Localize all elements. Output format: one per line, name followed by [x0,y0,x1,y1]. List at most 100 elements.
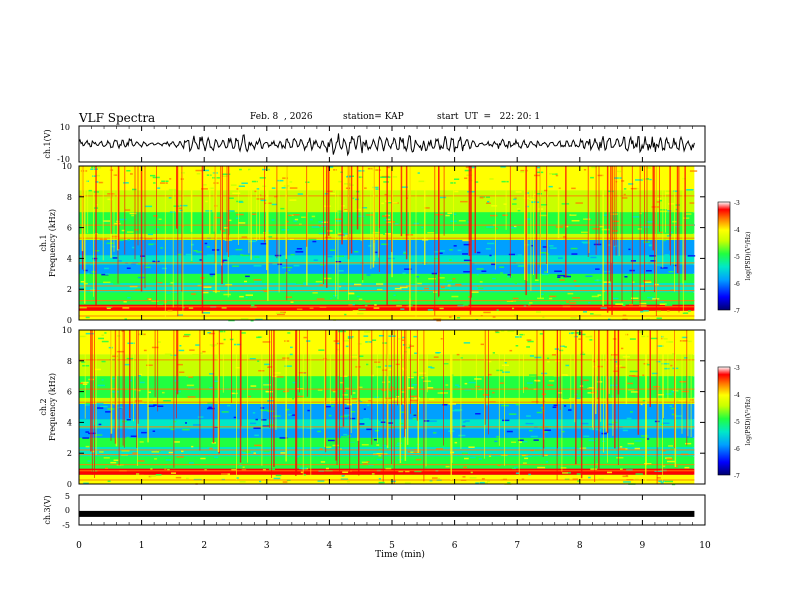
spec-speckle [242,450,251,452]
xtick-label: 0 [76,541,82,551]
spec-speckle [225,283,233,286]
spec-speckle [518,238,523,240]
spec-speckle [539,333,544,335]
spec-speckle [536,311,541,313]
spec-speckle [395,223,399,225]
spec-speckle [228,256,233,258]
spec-speckle [478,287,484,290]
spec-sferic [536,330,538,404]
spec-speckle [536,193,542,195]
ch1-spec-ylabel-freq: Frequency (kHz) [48,209,57,277]
spec-speckle [374,251,378,254]
spec-speckle [141,431,147,434]
spec-speckle [148,405,155,407]
spec-speckle [279,437,288,439]
spec-speckle [436,319,441,322]
spec-speckle [171,354,175,356]
spec-speckle [419,372,427,374]
spec-sferic [468,166,471,256]
spec-speckle [476,273,479,276]
spec-speckle [486,226,494,228]
spec-speckle [184,226,191,228]
spec-speckle [153,400,156,402]
spec-speckle [239,168,242,171]
ch3-ytick: 5 [65,492,70,501]
spec-speckle [91,271,97,273]
spec-speckle [134,289,142,291]
spec-speckle [123,182,129,184]
spec-speckle [162,391,165,394]
spec-speckle [421,226,424,229]
spec-sferic [371,330,373,445]
spec-speckle [553,404,558,407]
spec-sferic [209,166,211,235]
spec-speckle [209,387,214,389]
spec-speckle [306,427,314,429]
spec-speckle [583,169,587,171]
spec-speckle [548,380,555,382]
spec-speckle [127,427,134,429]
spec-sferic [220,166,222,231]
spec-speckle [596,397,599,400]
spec-speckle [250,304,255,307]
spec-speckle [646,178,649,180]
ch3-waveform-line [79,510,695,517]
spec-speckle [209,332,215,335]
spec-speckle [478,234,485,237]
spec-sferic [226,166,228,253]
spec-sferic [156,166,157,310]
spec-sferic [144,166,146,289]
spec-speckle [342,375,348,377]
spec-sferic [645,330,647,481]
spec-speckle [463,304,469,306]
spec-sferic [570,330,572,409]
spec-speckle [100,405,108,408]
spec-speckle [389,405,395,407]
spec-speckle [511,467,516,470]
spec-speckle [358,298,363,301]
spec-speckle [519,333,525,336]
spec-speckle [640,403,643,406]
spec-speckle [461,208,467,211]
spec-sferic [264,166,265,243]
spec-sferic [215,166,217,294]
spec-speckle [332,390,337,393]
spec-speckle [201,188,208,190]
spec-speckle [575,397,581,399]
spec-speckle [207,402,215,404]
spec-speckle [181,379,187,382]
spec-speckle [526,415,531,417]
spec-speckle [292,214,300,216]
spec-sferic [231,330,232,403]
spec-sferic [404,330,407,461]
spec-sferic [140,166,143,292]
spec-speckle [227,473,230,475]
spec-speckle [317,480,325,482]
spec-speckle [399,286,408,289]
spec-speckle [590,391,597,394]
ytick-label: 2 [67,449,72,458]
spec-speckle [637,331,645,333]
spec-speckle [154,458,157,460]
spec-speckle [350,398,359,400]
spec-speckle [318,221,324,223]
spec-speckle [509,227,517,229]
spec-speckle [657,394,664,396]
spec-speckle [223,338,226,341]
spec-sferic [410,330,411,414]
spec-speckle [462,239,471,242]
spec-speckle [644,281,652,283]
spec-speckle [583,435,590,437]
spec-speckle [121,450,130,452]
spec-sferic [212,330,215,443]
spec-speckle [601,432,607,435]
spec-speckle [460,357,463,359]
spec-speckle [368,245,372,247]
spec-speckle [205,200,208,203]
ch3-ytick: -5 [62,521,70,530]
spec-speckle [204,242,208,245]
spec-speckle [534,356,542,359]
spec-speckle [139,373,142,376]
spec-speckle [274,254,282,257]
spec-speckle [463,243,471,246]
